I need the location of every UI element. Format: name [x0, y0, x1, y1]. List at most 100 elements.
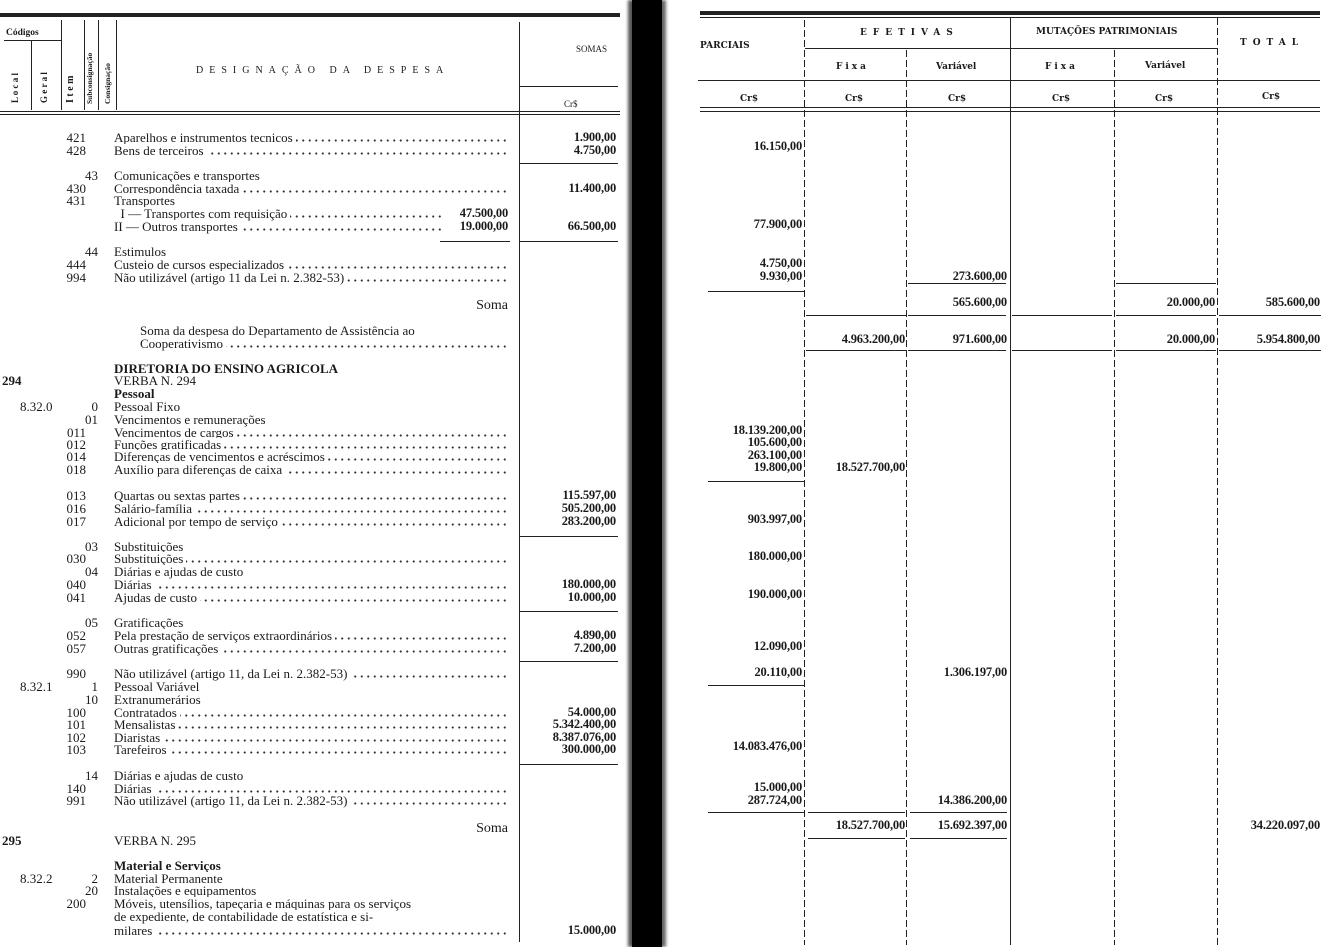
- mutacoes-header: MUTAÇÕES PATRIMONIAIS: [1036, 27, 1178, 37]
- soma-amount: 11.400,00: [568, 181, 616, 195]
- table-row: 18.139.200,00: [0, 424, 1334, 437]
- total-rule: [908, 315, 1006, 317]
- item-code: 018: [66, 462, 87, 477]
- parciais-amount: 263.100,00: [747, 448, 802, 462]
- item-code: 100: [66, 705, 87, 720]
- divider: [698, 80, 1320, 81]
- item-code: 140: [66, 781, 87, 796]
- description: Material e Serviços: [114, 859, 224, 872]
- dot-leader: [118, 599, 510, 602]
- table-row: Material e Serviços: [0, 859, 620, 872]
- header-rule: [700, 11, 1320, 15]
- total-rule: [1219, 315, 1321, 317]
- table-row: 430 Correspondência taxada 11.400,00: [0, 182, 620, 195]
- parciais-amount: 9.930,00: [759, 269, 802, 283]
- soma-amount: 283.200,00: [561, 514, 616, 528]
- soma-amount: 4.890,00: [573, 628, 616, 642]
- parciais-amount: 19.800,00: [753, 460, 802, 474]
- item-code: 016: [66, 501, 87, 516]
- subconsignacao-code: 1: [91, 679, 99, 694]
- table-row: 04 Diárias e ajudas de custo: [0, 565, 620, 578]
- table-row: 8.32.1 1 Pessoal Variável: [0, 680, 620, 693]
- dot-leader: [118, 190, 510, 193]
- total-amount: 585.600,00: [1265, 295, 1320, 309]
- table-row: 014 Diferenças de vencimentos e acréscimo…: [0, 450, 620, 463]
- total-rule: [520, 241, 618, 243]
- table-row: 44 Estimulos: [0, 245, 620, 258]
- dot-leader: [118, 228, 445, 231]
- description: Diaristas: [114, 731, 164, 744]
- subconsignacao-code: 01: [85, 412, 98, 427]
- description: Outras gratificações: [114, 642, 222, 655]
- dot-leader: [118, 497, 510, 500]
- item-header: I t e m: [65, 75, 76, 104]
- column-divider: [1010, 18, 1012, 945]
- item-code: 052: [66, 628, 87, 643]
- parciais-amount: 18.139.200,00: [732, 423, 802, 437]
- dot-leader: [118, 650, 510, 653]
- description: Tarefeiros: [114, 743, 170, 756]
- table-row: 041 Ajudas de custo 10.000,00: [0, 591, 620, 604]
- parciais-amount: 16.150,00: [753, 139, 802, 153]
- table-row: 4.963.200,00 971.600,00 20.000,00 5.954.800…: [0, 333, 1334, 346]
- table-row: 565.600,00 20.000,00 585.600,00: [0, 296, 1334, 309]
- total-rule: [1116, 315, 1216, 317]
- total-rule: [806, 350, 906, 352]
- book-spine: [632, 0, 662, 947]
- soma-amount: 180.000,00: [561, 577, 616, 591]
- item-code: 991: [66, 793, 87, 808]
- table-row: Pessoal: [0, 387, 620, 400]
- table-row: 43 Comunicações e transportes: [0, 169, 620, 182]
- dot-leader: [118, 266, 510, 269]
- dot-leader: [118, 446, 510, 449]
- mutacoes-fixa-header: Fixa: [1045, 62, 1079, 72]
- dot-leader: [118, 739, 510, 742]
- somas-currency: Cr$: [564, 99, 578, 109]
- soma-label: Soma: [476, 821, 508, 836]
- soma-amount: 1.900,00: [573, 130, 616, 144]
- column-divider: [1114, 50, 1116, 945]
- description: Vencimentos de cargos: [114, 426, 237, 439]
- header-rule: [700, 17, 1320, 18]
- table-row: 100 Contratados 54.000,00: [0, 706, 620, 719]
- mut-var-amount: 20.000,00: [1166, 332, 1215, 346]
- item-code: 200: [66, 896, 87, 911]
- geral-code: 8.32.0: [20, 399, 53, 414]
- description: Correspondência taxada: [114, 182, 243, 195]
- table-row: 19.800,00 18.527.700,00: [0, 461, 1334, 474]
- total-rule: [708, 812, 805, 814]
- table-row: 101 Mensalistas 5.342.400,00: [0, 718, 620, 731]
- item-code: 101: [66, 717, 87, 732]
- table-row: 991 Não utilizável (artigo 11, da Lei n. …: [0, 794, 620, 807]
- total-rule: [520, 661, 618, 663]
- table-row: 12.090,00: [0, 640, 1334, 653]
- designacao-header: DESIGNAÇÃO DA DESPESA: [196, 65, 450, 76]
- subconsignacao-code: 03: [85, 539, 98, 554]
- efet-var-amount: 971.600,00: [952, 332, 1007, 346]
- total-rule: [520, 764, 618, 766]
- table-row: 994 Não utilizável (artigo 11 da Lei n. 2…: [0, 271, 620, 284]
- dot-leader: [118, 523, 510, 526]
- efet-fixa-amount: 18.527.700,00: [835, 460, 905, 474]
- table-row: 200 Móveis, utensílios, tapeçaria e máqui…: [0, 897, 620, 910]
- table-row: Soma: [0, 299, 620, 313]
- table-row: 77.900,00: [0, 218, 1334, 231]
- dot-leader: [118, 560, 510, 563]
- table-row: II — Outros transportes 19.000,00 66.500,0…: [0, 220, 620, 233]
- divider: [520, 86, 618, 87]
- consignacao-header: Consignação: [103, 63, 112, 104]
- total-rule: [808, 838, 905, 840]
- table-row: 20 Instalações e equipamentos: [0, 884, 620, 897]
- parciais-amount: 14.083.476,00: [732, 739, 802, 753]
- dot-leader: [118, 586, 510, 589]
- description: DIRETORIA DO ENSINO AGRICOLA: [114, 362, 342, 375]
- mutacoes-variavel-header: Variável: [1145, 61, 1186, 71]
- total-rule: [1012, 350, 1112, 352]
- total-rule: [520, 611, 618, 613]
- table-row: 017 Adicional por tempo de serviço 283.200…: [0, 515, 620, 528]
- table-row: 011 Vencimentos de cargos: [0, 426, 620, 439]
- table-row: 030 Substituições: [0, 552, 620, 565]
- description: Estimulos: [114, 245, 170, 258]
- geral-header: G e r a l: [39, 72, 49, 103]
- dot-leader: [118, 510, 510, 513]
